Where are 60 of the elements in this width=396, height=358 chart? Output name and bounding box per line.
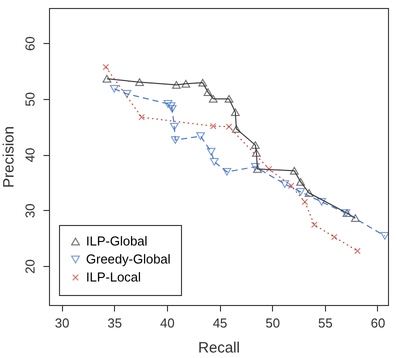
point xyxy=(166,102,176,110)
point xyxy=(198,78,208,87)
point xyxy=(110,84,119,93)
point xyxy=(164,100,172,108)
point xyxy=(380,232,388,240)
point xyxy=(311,222,318,228)
point xyxy=(290,166,299,175)
point xyxy=(170,136,180,144)
point xyxy=(170,122,179,131)
point xyxy=(230,108,240,116)
point xyxy=(296,178,305,186)
point xyxy=(252,149,261,157)
x-tick-label: 30 xyxy=(54,316,70,330)
point xyxy=(250,141,260,149)
point xyxy=(232,125,241,133)
x-tick-label: 50 xyxy=(265,316,280,330)
point xyxy=(296,188,305,196)
x-tick-label: 60 xyxy=(370,316,386,330)
point xyxy=(181,80,190,88)
point xyxy=(172,81,181,89)
point xyxy=(253,165,262,173)
point xyxy=(122,90,132,98)
y-axis-title: Precision xyxy=(0,126,18,188)
x-tick-label: 40 xyxy=(160,316,175,330)
legend-label: ILP-Local xyxy=(86,270,142,284)
point xyxy=(224,94,234,103)
legend-label: Greedy-Global xyxy=(86,252,171,266)
x-tick-label: 35 xyxy=(108,316,122,330)
legend-label: ILP-Global xyxy=(86,234,148,248)
point xyxy=(196,132,205,140)
point xyxy=(210,122,216,130)
point xyxy=(350,214,360,222)
y-tick-label: 30 xyxy=(22,204,38,218)
point xyxy=(317,198,326,206)
y-tick-label: 50 xyxy=(22,92,38,107)
point xyxy=(135,78,144,86)
x-axis-title: Recall xyxy=(198,340,240,356)
point xyxy=(138,114,145,120)
point xyxy=(206,148,216,156)
x-tick-label: 45 xyxy=(212,316,228,330)
point xyxy=(266,166,272,172)
point xyxy=(222,168,232,176)
point xyxy=(250,162,260,171)
point xyxy=(280,180,290,188)
point xyxy=(354,248,361,254)
point xyxy=(204,88,212,96)
point xyxy=(102,74,112,83)
point xyxy=(210,158,219,166)
point xyxy=(304,189,314,197)
point xyxy=(331,234,338,240)
y-tick-label: 60 xyxy=(22,36,38,51)
y-tick-label: 20 xyxy=(22,259,38,274)
point xyxy=(208,94,218,103)
point xyxy=(102,64,110,70)
y-tick-label: 40 xyxy=(22,148,38,162)
point xyxy=(302,198,308,206)
point xyxy=(168,105,177,113)
point xyxy=(226,123,232,130)
x-tick-label: 55 xyxy=(318,316,333,330)
point xyxy=(288,182,294,189)
